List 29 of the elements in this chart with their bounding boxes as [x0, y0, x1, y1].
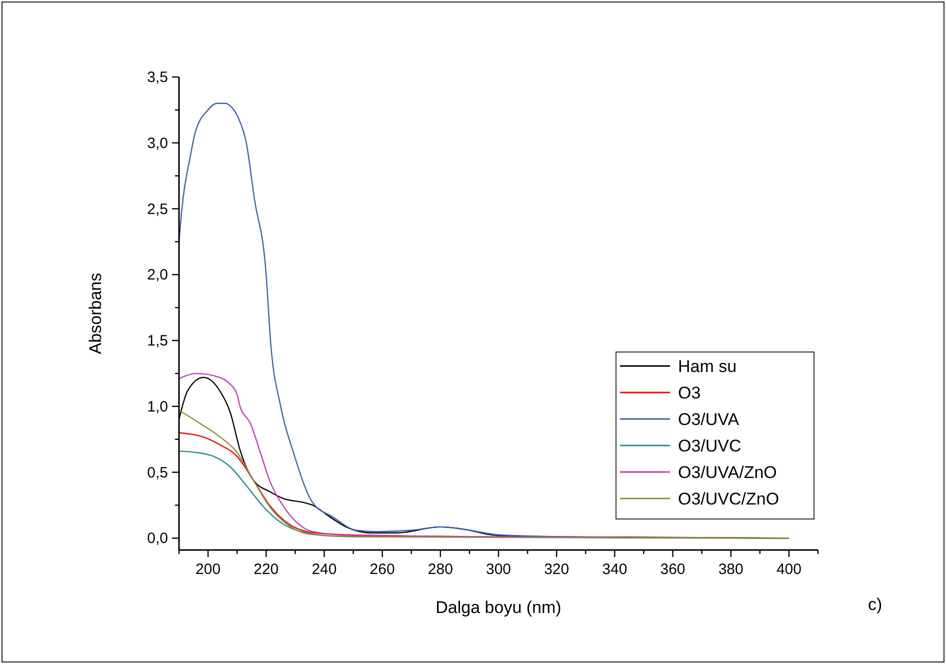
x-tick-label: 340 [602, 561, 628, 578]
legend-label: O3 [678, 384, 701, 402]
y-tick-label: 3,0 [147, 134, 168, 152]
legend-label: O3/UVA [678, 410, 740, 429]
x-tick-label: 400 [776, 561, 802, 578]
y-tick-label: 0,5 [147, 464, 168, 482]
text: c) [868, 595, 882, 614]
legend-label: O3/UVA/ZnO [678, 463, 777, 482]
x-tick-label: 380 [718, 561, 744, 578]
x-tick-label: 200 [196, 561, 221, 578]
legend-label: O3/UVC/ZnO [678, 490, 780, 508]
x-tick-label: 260 [370, 561, 395, 578]
x-tick-label: 300 [486, 561, 512, 578]
line-series [178, 410, 790, 539]
y-tick-label: 2,0 [147, 266, 168, 284]
y-axis-title: Absorbans [86, 272, 105, 354]
y-tick-label: 3,5 [147, 69, 168, 86]
x-axis-title: Dalga boyu (nm) [436, 598, 562, 617]
legend-label: O3/UVC [678, 436, 742, 456]
y-tick-label: 1,5 [147, 332, 168, 350]
x-tick-label: 320 [544, 561, 570, 578]
y-tick-label: 2,5 [147, 200, 168, 218]
x-tick-label: 220 [254, 561, 279, 578]
x-tick-label: 240 [312, 561, 337, 578]
legend-label: Ham su [678, 357, 737, 376]
x-tick-label: 360 [660, 561, 686, 578]
x-tick-label: 280 [428, 561, 453, 578]
y-tick-label: 0,0 [147, 530, 168, 548]
y-tick-label: 1,0 [147, 398, 168, 416]
